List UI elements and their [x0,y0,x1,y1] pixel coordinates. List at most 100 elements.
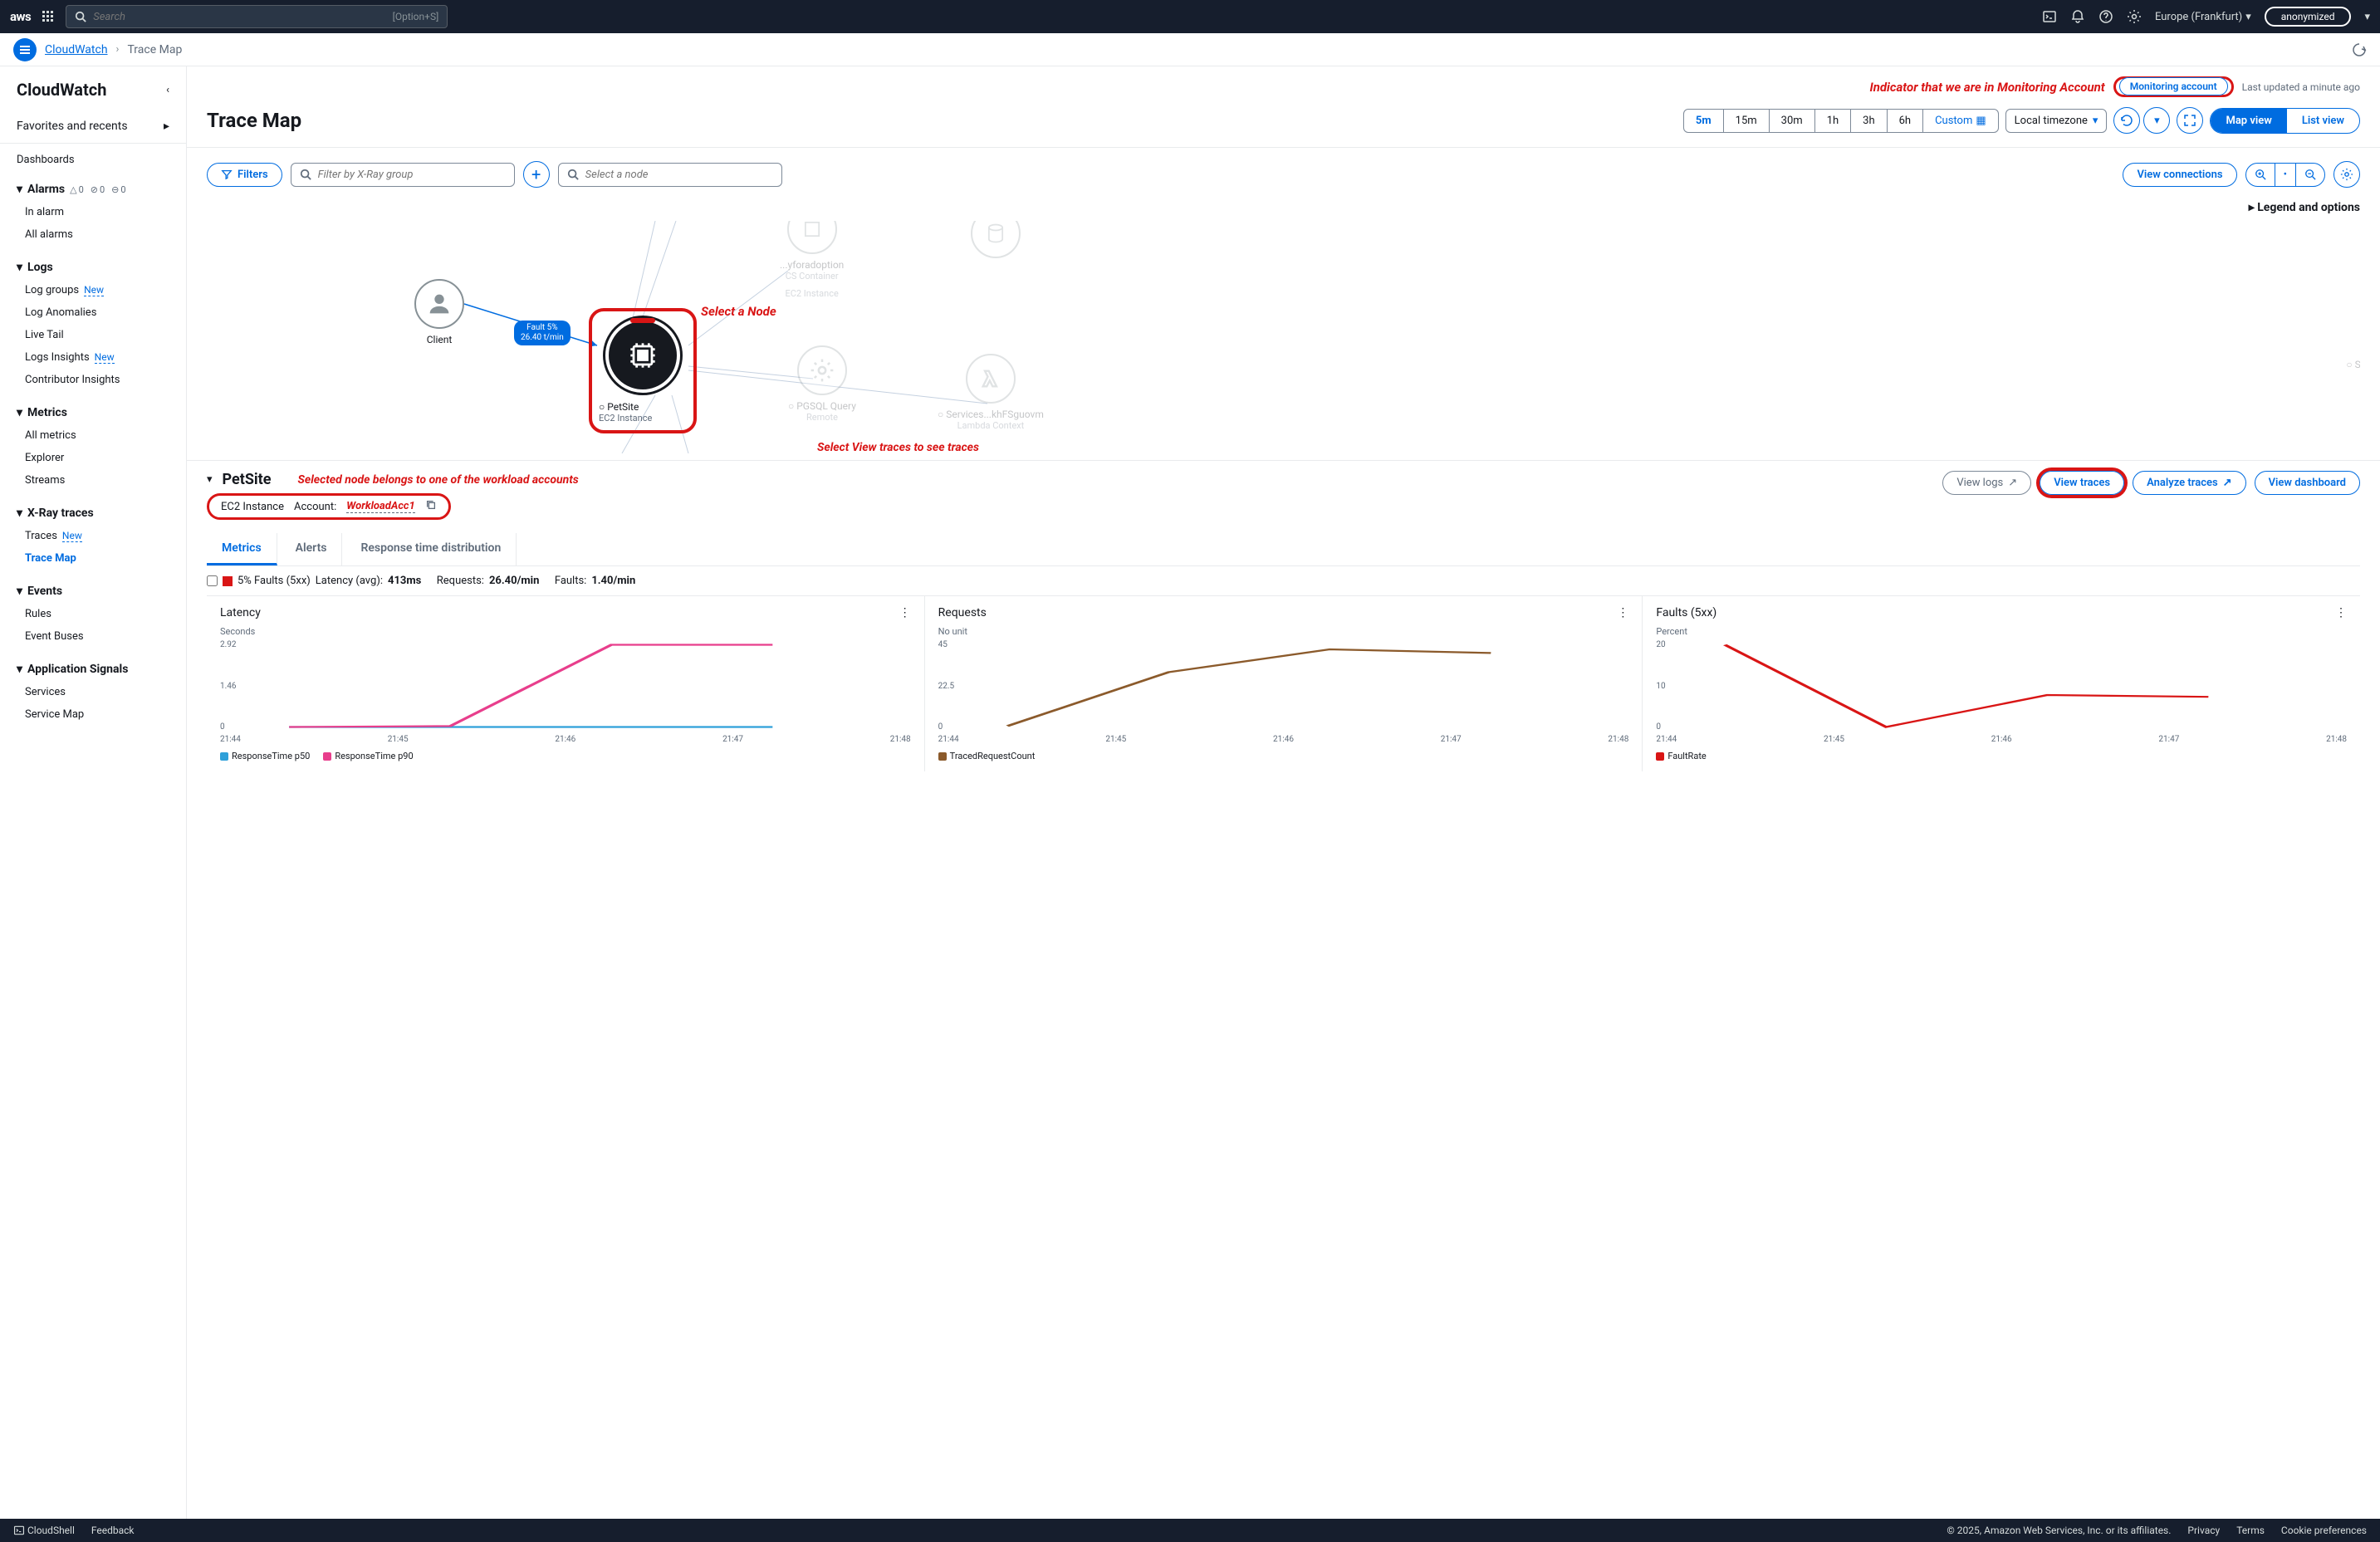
map-view-button[interactable]: Map view [2211,109,2286,133]
chart-menu-icon[interactable]: ⋮ [2335,606,2347,619]
node-faded-servi[interactable]: ○ Servi [2346,354,2360,370]
copyright: © 2025, Amazon Web Services, Inc. or its… [1947,1525,2171,1536]
help-icon[interactable] [2098,9,2113,24]
tab-metrics[interactable]: Metrics [207,533,277,565]
chart-unit: Seconds [220,626,911,637]
chart-requests: Requests⋮ No unit 45 22.5 0 21:4421:4521… [925,596,1643,771]
feedback-link[interactable]: Feedback [91,1525,135,1537]
tab-response-time[interactable]: Response time distribution [345,533,517,565]
sidebar-heading-xray[interactable]: ▾X-Ray traces [0,498,186,525]
aws-logo[interactable]: aws [10,9,31,24]
settings-icon[interactable] [2127,9,2142,24]
sidebar-item-rules[interactable]: Rules [0,603,186,625]
zoom-in-button[interactable] [2246,164,2275,186]
menu-toggle-icon[interactable] [13,38,37,61]
external-link-icon: ↗ [2008,477,2017,489]
sidebar-heading-logs[interactable]: ▾Logs [0,252,186,279]
cloudshell-link[interactable]: CloudShell [13,1525,75,1537]
sidebar-item-streams[interactable]: Streams [0,469,186,492]
sidebar-item-traces[interactable]: TracesNew [0,525,186,547]
sidebar-item-all-metrics[interactable]: All metrics [0,424,186,447]
node-client[interactable]: Client [414,279,464,345]
node-select-filter[interactable] [558,163,782,187]
node-faded-gear[interactable]: ○ PGSQL Query Remote [788,345,856,423]
time-tab-1h[interactable]: 1h [1815,110,1851,132]
y-tick: 1.46 [220,682,237,691]
sidebar-item-dashboards[interactable]: Dashboards [0,144,186,171]
terms-link[interactable]: Terms [2236,1525,2265,1536]
view-traces-button[interactable]: View traces [2040,471,2124,495]
account-badge[interactable]: anonymized [2265,7,2352,27]
cloudshell-icon[interactable] [2042,9,2057,24]
chart-menu-icon[interactable]: ⋮ [899,606,911,619]
sidebar-item-in-alarm[interactable]: In alarm [0,201,186,223]
time-tab-15m[interactable]: 15m [1724,110,1770,132]
refresh-dropdown[interactable]: ▾ [2143,107,2170,134]
cookie-link[interactable]: Cookie preferences [2281,1525,2367,1536]
sidebar-item-services[interactable]: Services [0,681,186,703]
sidebar-item-contributor-insights[interactable]: Contributor Insights [0,369,186,391]
stats-checkbox[interactable] [207,575,218,586]
account-chevron-icon[interactable]: ▾ [2364,11,2370,23]
sidebar-item-explorer[interactable]: Explorer [0,447,186,469]
legend-toggle[interactable]: ▸ Legend and options [187,201,2380,221]
chart-title-text: Latency [220,606,261,619]
xray-filter-input[interactable] [318,169,506,181]
notifications-icon[interactable] [2070,9,2085,24]
filters-button[interactable]: Filters [207,163,282,187]
view-dashboard-button[interactable]: View dashboard [2255,471,2360,495]
sidebar-heading-events[interactable]: ▾Events [0,576,186,603]
map-settings-button[interactable] [2333,161,2360,188]
sidebar-item-all-alarms[interactable]: All alarms [0,223,186,246]
time-tab-6h[interactable]: 6h [1888,110,1923,132]
sidebar-item-trace-map[interactable]: Trace Map [0,547,186,570]
time-tab-5m[interactable]: 5m [1684,110,1724,132]
view-toggle: Map view List view [2210,108,2360,134]
sidebar-item-logs-insights[interactable]: Logs InsightsNew [0,346,186,369]
refresh-icon[interactable] [2352,42,2367,57]
sidebar-favorites[interactable]: Favorites and recents ▸ [0,110,186,144]
time-tab-30m[interactable]: 30m [1770,110,1815,132]
caret-down-icon[interactable]: ▾ [207,473,213,486]
privacy-link[interactable]: Privacy [2187,1525,2220,1536]
global-search[interactable]: [Option+S] [66,5,448,28]
zoom-out-button[interactable] [2296,164,2324,186]
sidebar-item-log-anomalies[interactable]: Log Anomalies [0,301,186,324]
sidebar-collapse-icon[interactable]: ‹ [166,84,169,96]
chevron-down-icon: ▾ [2245,11,2251,23]
breadcrumb-service[interactable]: CloudWatch [45,43,108,56]
sidebar-heading-appsignals[interactable]: ▾Application Signals [0,654,186,681]
sidebar-item-event-buses[interactable]: Event Buses [0,625,186,648]
node-faded-db[interactable] [971,221,1021,258]
time-tab-custom[interactable]: Custom▦ [1923,110,1998,132]
refresh-button[interactable] [2113,107,2140,134]
heading-label: Alarms [27,183,65,196]
view-connections-button[interactable]: View connections [2123,163,2236,187]
sidebar-item-live-tail[interactable]: Live Tail [0,324,186,346]
tab-alerts[interactable]: Alerts [281,533,343,565]
analyze-traces-button[interactable]: Analyze traces ↗ [2133,471,2245,495]
region-selector[interactable]: Europe (Frankfurt) ▾ [2155,11,2251,23]
node-faded-lambda[interactable]: ○ Services...khFSguovm Lambda Context [938,354,1044,431]
timezone-select[interactable]: Local timezone ▾ [2005,109,2108,133]
add-filter-button[interactable]: + [523,161,550,188]
fullscreen-button[interactable] [2177,107,2203,134]
search-input[interactable] [93,11,385,23]
time-tab-3h[interactable]: 3h [1851,110,1887,132]
copy-icon[interactable] [425,499,437,514]
trace-map-canvas[interactable]: Client Fault 5% 26.40 t/min Select a Nod… [207,221,2360,453]
sidebar-heading-metrics[interactable]: ▾Metrics [0,398,186,424]
node-petsite[interactable] [605,318,680,393]
chart-menu-icon[interactable]: ⋮ [1617,606,1628,619]
zoom-fit-button[interactable]: • [2275,164,2296,186]
y-tick: 22.5 [938,682,955,691]
node-select-input[interactable] [585,169,773,181]
sidebar-heading-alarms[interactable]: ▾ Alarms △0 ⊘0 ⊖0 [0,174,186,201]
view-logs-button[interactable]: View logs ↗ [1942,471,2031,495]
xray-group-filter[interactable] [291,163,515,187]
services-grid-icon[interactable] [41,9,56,24]
sidebar-item-service-map[interactable]: Service Map [0,703,186,726]
list-view-button[interactable]: List view [2287,109,2359,133]
sidebar-item-log-groups[interactable]: Log groupsNew [0,279,186,301]
node-faded-adoption[interactable]: ...yforadoption CS Container EC2 Instanc… [780,221,844,299]
